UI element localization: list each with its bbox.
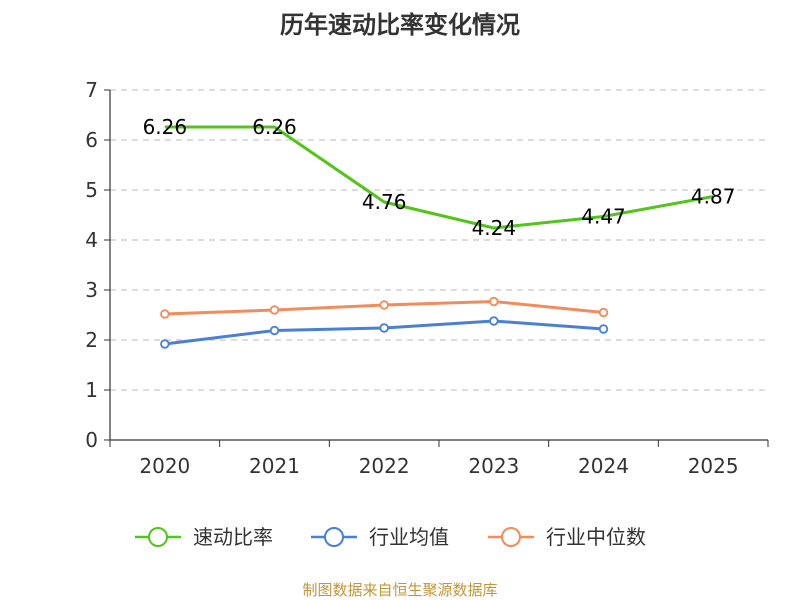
data-point	[598, 307, 609, 318]
data-label: 4.24	[472, 216, 517, 240]
data-point	[160, 339, 170, 349]
data-label: 4.76	[362, 190, 407, 214]
data-point	[598, 324, 609, 334]
chart-title: 历年速动比率变化情况	[280, 11, 520, 39]
x-tick-label: 2021	[249, 454, 300, 478]
legend-marker-icon	[148, 527, 168, 547]
legend-label: 行业均值	[369, 525, 449, 549]
legend-marker-icon	[501, 527, 521, 547]
legend-label: 行业中位数	[546, 525, 646, 549]
y-tick-label: 0	[85, 428, 98, 452]
y-tick-label: 3	[85, 278, 98, 302]
x-tick-label: 2023	[468, 454, 519, 478]
data-point	[269, 305, 280, 315]
axes: 0 1 2 3 4 5 6 7 2020 2021 2022 2023 2024 2025	[85, 78, 769, 478]
y-tick-label: 4	[85, 228, 98, 252]
legend: 速动比率 行业均值 行业中位数	[135, 525, 646, 549]
data-label: 4.87	[691, 185, 736, 209]
legend-item: 行业中位数	[488, 525, 646, 549]
grid-lines	[110, 89, 768, 391]
y-tick-label: 6	[85, 128, 98, 152]
y-tick-label: 5	[85, 178, 98, 202]
series-layer	[160, 125, 714, 349]
source-note: 制图数据来自恒生聚源数据库	[302, 581, 497, 599]
series-1	[160, 316, 609, 349]
x-tick-label: 2024	[578, 454, 629, 478]
data-labels: 6.26 6.26 4.76 4.24 4.47 4.87	[143, 115, 736, 240]
x-tick-label: 2020	[139, 454, 190, 478]
y-tick-label: 2	[85, 328, 98, 352]
legend-label: 速动比率	[193, 525, 273, 549]
data-label: 4.47	[581, 205, 626, 229]
series-0	[164, 125, 714, 230]
legend-item: 行业均值	[311, 525, 449, 549]
data-point	[379, 300, 389, 310]
series-line	[164, 125, 714, 230]
data-point	[160, 309, 170, 319]
series-2	[160, 296, 609, 319]
data-label: 6.26	[143, 115, 188, 139]
x-tick-label: 2022	[359, 454, 410, 478]
data-point	[489, 316, 499, 326]
data-point	[379, 323, 389, 333]
y-tick-label: 1	[85, 378, 98, 402]
legend-marker-icon	[324, 527, 344, 547]
x-tick-label: 2025	[688, 454, 739, 478]
data-point	[269, 325, 280, 336]
data-label: 6.26	[252, 115, 297, 139]
legend-item: 速动比率	[135, 525, 273, 549]
data-point	[489, 296, 499, 307]
y-tick-label: 7	[85, 78, 98, 102]
